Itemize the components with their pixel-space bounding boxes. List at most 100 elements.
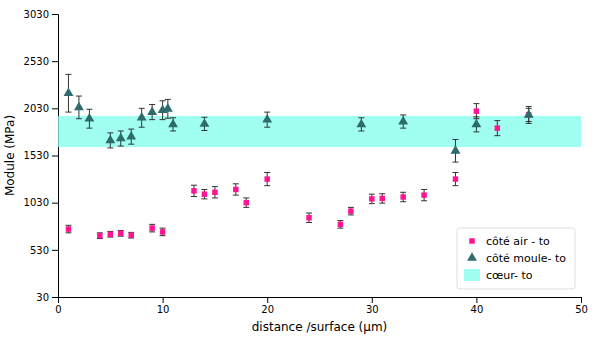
error-bar-cap (149, 231, 155, 232)
error-bar-cap (358, 130, 364, 131)
x-axis-title: distance /surface (μm) (252, 320, 388, 334)
point (306, 215, 311, 220)
error-bar-cap (86, 128, 92, 129)
legend-entry: cœur- to (464, 269, 533, 282)
x-tick-mark (163, 297, 164, 303)
error-bar (191, 185, 197, 196)
error-bar (118, 230, 124, 236)
point (356, 119, 366, 128)
point (126, 131, 136, 140)
point (202, 191, 207, 196)
legend-label: cœur- to (486, 269, 533, 282)
error-bar (452, 172, 458, 185)
y-tick-label: 30 (36, 292, 49, 303)
error-bar-cap (149, 119, 155, 120)
error-bar-cap (473, 103, 479, 104)
point (233, 187, 238, 192)
point (108, 232, 113, 237)
error-bar-cap (201, 189, 207, 190)
legend-symbol (467, 252, 477, 261)
x-tick-label: 10 (157, 304, 170, 315)
y-tick-mark (52, 14, 58, 15)
legend-background (457, 228, 575, 289)
error-bar-cap (452, 172, 458, 173)
error-bar (421, 189, 427, 200)
error-bar-cap (128, 129, 134, 130)
error-bar-cap (86, 109, 92, 110)
error-bar-cap (170, 130, 176, 131)
legend-entry: côté air - to (469, 235, 550, 248)
error-bar-cap (139, 108, 145, 109)
x-tick: 0 (55, 297, 61, 315)
error-bar-cap (65, 112, 71, 113)
error-bar-cap (76, 96, 82, 97)
point (421, 192, 426, 197)
error-bar-cap (160, 119, 166, 120)
error-bar-cap (128, 144, 134, 145)
point (369, 196, 374, 201)
error-bar-cap (212, 186, 218, 187)
error-bar-cap (421, 189, 427, 190)
x-tick-label: 0 (55, 304, 61, 315)
x-tick-label: 50 (575, 304, 588, 315)
error-bar-cap (348, 214, 354, 215)
point (380, 196, 385, 201)
x-tick-label: 40 (471, 304, 484, 315)
error-bar-cap (165, 99, 171, 100)
point (105, 135, 115, 144)
y-tick-label: 530 (30, 245, 49, 256)
error-bar-cap (400, 128, 406, 129)
error-bar-cap (337, 228, 343, 229)
error-bar-cap (473, 116, 479, 117)
error-bar (160, 228, 166, 236)
point (398, 116, 408, 125)
error-bar-cap (452, 185, 458, 186)
plot: 010203040503053010301530203025303030côté… (24, 9, 588, 315)
error-bar (65, 225, 71, 233)
y-tick: 1530 (24, 150, 58, 161)
y-tick-mark (52, 156, 58, 157)
series (65, 104, 531, 239)
y-tick-mark (52, 108, 58, 109)
error-bar (369, 194, 375, 203)
error-bar-cap (201, 130, 207, 131)
point (160, 229, 165, 234)
x-tick: 40 (471, 297, 484, 315)
error-bar-cap (369, 194, 375, 195)
point (451, 145, 461, 154)
error-bar (494, 121, 500, 136)
error-bar-cap (170, 117, 176, 118)
point (163, 103, 173, 112)
x-tick-mark (372, 297, 373, 303)
point (118, 231, 123, 236)
point (262, 114, 272, 123)
y-tick-mark (52, 203, 58, 204)
error-bar-cap (160, 228, 166, 229)
point (212, 190, 217, 195)
error-bar (348, 207, 354, 215)
error-bar-cap (526, 106, 532, 107)
error-bar-cap (201, 117, 207, 118)
error-bar-cap (306, 213, 312, 214)
point (64, 88, 74, 97)
y-axis-title: Module (MPa) (3, 115, 17, 196)
point (244, 200, 249, 205)
error-bar-cap (494, 135, 500, 136)
error-bar (97, 233, 103, 239)
x-tick-label: 20 (261, 304, 274, 315)
error-bar-cap (65, 74, 71, 75)
error-bar-cap (118, 146, 124, 147)
point (264, 176, 269, 181)
error-bar (337, 221, 343, 229)
error-bar-cap (233, 183, 239, 184)
error-bar (306, 213, 312, 222)
error-bar (107, 231, 113, 237)
y-tick: 2530 (24, 56, 58, 67)
error-bar-cap (348, 207, 354, 208)
series (64, 74, 534, 162)
y-tick-label: 3030 (24, 9, 49, 20)
x-tick-mark (267, 297, 268, 303)
y-axis-line (52, 15, 59, 298)
error-bar-cap (306, 222, 312, 223)
error-bar-cap (212, 197, 218, 198)
